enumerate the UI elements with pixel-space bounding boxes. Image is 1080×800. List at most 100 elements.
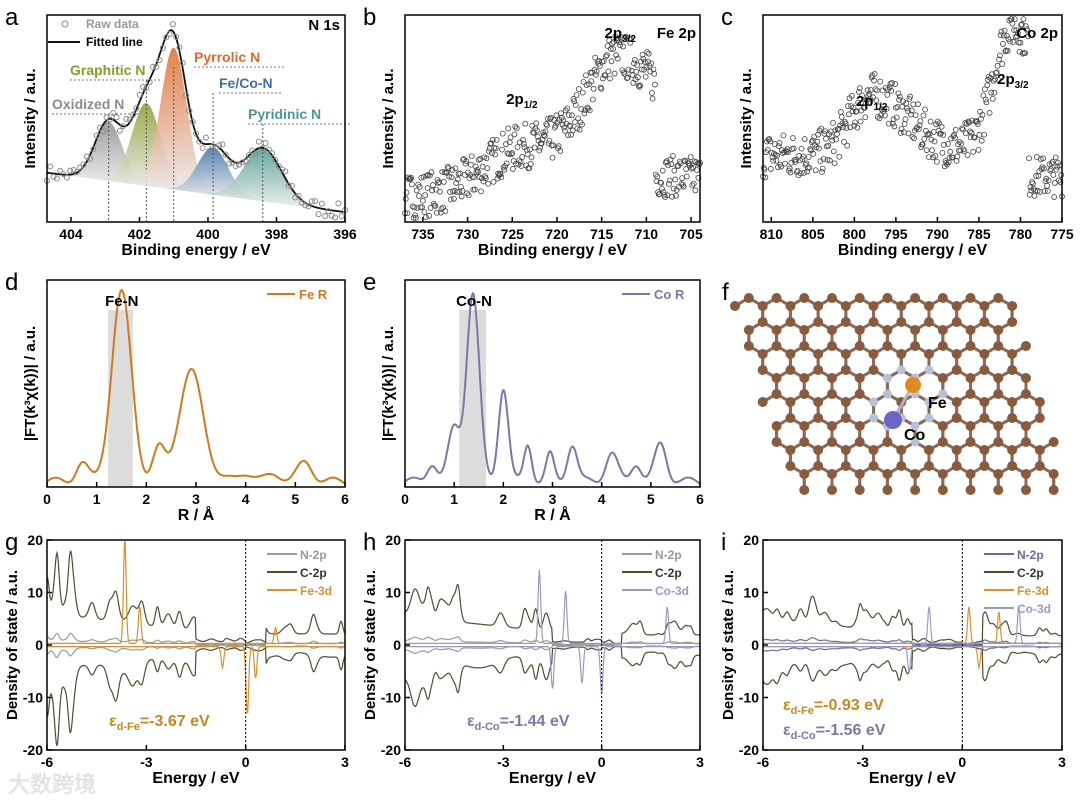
- raw-data-point: [980, 92, 987, 99]
- carbon-atom: [840, 413, 851, 423]
- raw-data-point: [687, 162, 693, 169]
- carbon-atom: [743, 341, 754, 351]
- raw-data-point: [902, 116, 909, 123]
- y-axis-label: Intensity / a.u.: [22, 68, 39, 168]
- carbon-atom: [951, 445, 962, 455]
- raw-data-point: [845, 111, 852, 118]
- raw-data-point: [1051, 194, 1058, 200]
- raw-data-point: [895, 90, 902, 97]
- raw-data-point: [994, 62, 1001, 69]
- raw-data-point: [1052, 154, 1059, 161]
- raw-data-point: [546, 137, 553, 144]
- raw-data-point: [652, 81, 658, 88]
- x-tick-label: 785: [967, 226, 991, 242]
- y-tick-label: -20: [739, 742, 759, 758]
- raw-data-point: [440, 204, 446, 211]
- raw-data-point: [876, 115, 883, 122]
- raw-data-point: [973, 118, 980, 124]
- raw-data-point: [466, 175, 473, 182]
- raw-data-point: [110, 110, 117, 117]
- raw-data-point: [852, 119, 858, 126]
- carbon-atom: [993, 293, 1004, 303]
- raw-data-point: [856, 85, 863, 92]
- atom-label: Co: [904, 427, 926, 444]
- raw-data-point: [633, 68, 640, 75]
- carbon-atom: [1007, 397, 1018, 407]
- raw-data-point: [643, 64, 650, 71]
- raw-data-point: [917, 118, 924, 124]
- carbon-atom: [799, 469, 810, 479]
- raw-data-point: [934, 118, 941, 125]
- raw-data-point: [660, 189, 667, 195]
- carbon-atom: [993, 485, 1004, 495]
- carbon-atom: [813, 365, 824, 375]
- raw-data-point: [904, 105, 910, 112]
- raw-data-point: [689, 182, 696, 189]
- carbon-atom: [937, 293, 948, 303]
- raw-data-point: [412, 212, 418, 219]
- carbon-atom: [979, 397, 990, 407]
- carbon-atom: [951, 349, 962, 359]
- raw-data-point: [851, 122, 858, 129]
- raw-data-point: [915, 101, 921, 108]
- raw-data-point: [893, 114, 900, 121]
- y-tick-label: 10: [27, 585, 43, 601]
- raw-data-point: [939, 149, 946, 156]
- panel-g: g -6 -3 0 3 -20 -10 0 10 20 Energy / eV Density of …: [4, 529, 349, 787]
- legend-label: Fe-3d: [1017, 584, 1049, 598]
- raw-data-point: [793, 169, 800, 175]
- raw-data-point: [275, 163, 282, 170]
- y-tick-label: -10: [23, 690, 43, 706]
- y-tick-label: -10: [381, 690, 401, 706]
- raw-data-point: [1040, 155, 1047, 162]
- component-peak: [206, 148, 320, 209]
- x-axis-label: Energy / eV: [869, 770, 956, 787]
- raw-data-point: [774, 152, 781, 159]
- raw-data-point: [509, 150, 516, 156]
- carbon-atom: [979, 445, 990, 455]
- dos-spin-up: [762, 595, 1062, 645]
- x-tick-label: 0: [598, 754, 606, 770]
- raw-data-point: [292, 194, 299, 201]
- raw-data-point: [538, 140, 545, 147]
- nitrogen-atom: [910, 437, 920, 447]
- component-label: Oxidized N: [52, 96, 124, 112]
- raw-data-point: [489, 137, 496, 143]
- raw-data-point: [946, 154, 953, 161]
- raw-data-point: [1023, 26, 1030, 33]
- raw-data-point: [116, 127, 123, 134]
- raw-data-point: [239, 159, 246, 166]
- raw-data-point: [634, 62, 641, 69]
- carbon-atom: [910, 469, 921, 479]
- carbon-atom: [937, 421, 948, 431]
- raw-data-point: [767, 166, 774, 172]
- raw-data-point: [766, 136, 773, 142]
- raw-data-point: [642, 73, 649, 80]
- raw-data-point: [607, 75, 613, 82]
- raw-data-point: [764, 146, 771, 153]
- raw-data-point: [1015, 30, 1021, 37]
- raw-data-point: [578, 105, 585, 112]
- raw-data-point: [428, 169, 435, 176]
- raw-data-point: [563, 120, 570, 127]
- raw-data-point: [559, 121, 566, 128]
- raw-data-point: [1049, 158, 1056, 165]
- x-axis-label: R / Å: [534, 505, 571, 524]
- carbon-atom: [771, 421, 782, 431]
- raw-data-point: [579, 89, 586, 96]
- raw-data-point: [921, 136, 928, 142]
- raw-data-point: [907, 93, 914, 100]
- ft-curve: [46, 288, 346, 485]
- plot-frame: [404, 279, 701, 488]
- carbon-atom: [854, 437, 865, 447]
- raw-data-point: [877, 78, 884, 85]
- carbon-atom: [840, 349, 851, 359]
- carbon-atom: [923, 317, 934, 327]
- raw-data-point: [305, 203, 312, 210]
- x-axis-label: Binding energy / eV: [838, 242, 988, 259]
- raw-data-point: [430, 182, 436, 188]
- raw-data-point: [965, 118, 972, 125]
- raw-data-point: [272, 157, 279, 164]
- raw-data-point: [634, 74, 641, 81]
- raw-data-point: [679, 175, 686, 182]
